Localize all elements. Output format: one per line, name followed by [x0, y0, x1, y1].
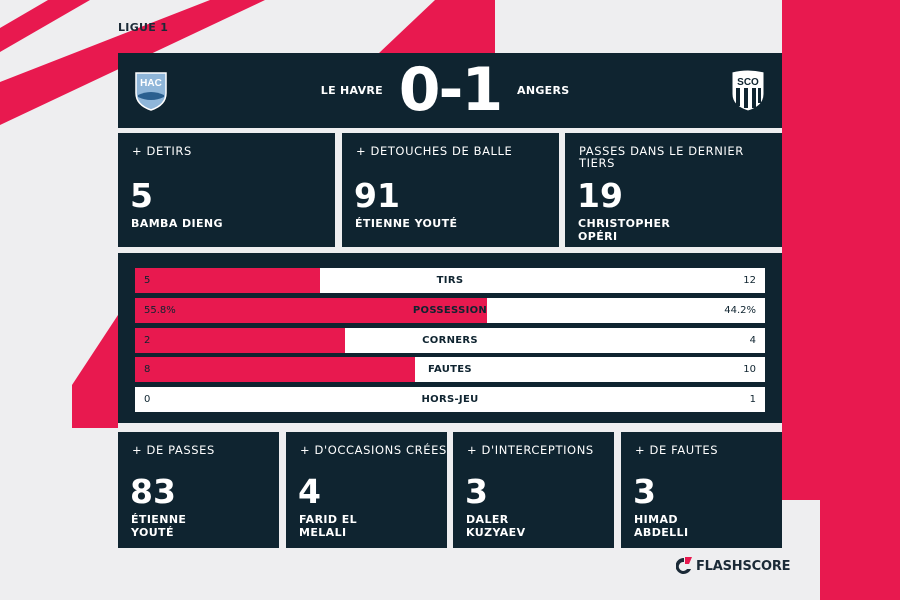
home-value: 8 [144, 364, 151, 375]
bottom-stat-card: + DE PASSES 83 ÉTIENNE YOUTÉ [118, 432, 279, 548]
away-team-name: ANGERS [517, 84, 570, 97]
stat-bar-row: 5 TIRS 12 [135, 268, 765, 293]
card-value: 5 [130, 176, 153, 215]
bottom-stat-card: + D'INTERCEPTIONS 3 DALER KUZYAEV [453, 432, 614, 548]
home-team-name: LE HAVRE [320, 84, 383, 97]
card-title: + DETOUCHES DE BALLE [356, 144, 513, 158]
home-value: 2 [144, 335, 151, 346]
top-stat-card: + DETIRS 5 BAMBA DIENG [118, 133, 335, 247]
away-value: 4 [749, 335, 756, 346]
card-player: FARID EL MELALI [299, 513, 358, 539]
angers-crest-icon: SCO [731, 69, 765, 112]
card-value: 83 [130, 472, 176, 511]
card-value: 4 [298, 472, 321, 511]
card-value: 3 [633, 472, 656, 511]
card-title: PASSES DANS LE DERNIER TIERS [579, 144, 744, 170]
stat-label: TIRS [436, 275, 464, 286]
card-value: 19 [577, 176, 623, 215]
stat-bar-row: 55.8% POSSESSION 44.2% [135, 298, 765, 323]
stat-label: CORNERS [422, 335, 478, 346]
card-value: 91 [354, 176, 400, 215]
league-label: LIGUE 1 [118, 21, 169, 34]
stat-label: HORS-JEU [421, 394, 479, 405]
home-value: 0 [144, 394, 151, 405]
flashscore-icon [676, 557, 692, 574]
home-bar-fill [135, 298, 487, 323]
home-value: 55.8% [144, 305, 176, 316]
away-value: 12 [743, 275, 756, 286]
stat-bar-row: 2 CORNERS 4 [135, 328, 765, 353]
scoreboard [118, 53, 782, 128]
card-player: CHRISTOPHER OPÉRI [578, 217, 671, 243]
stat-bar-row: 8 FAUTES 10 [135, 357, 765, 382]
angers-crest-text: SCO [737, 77, 759, 88]
match-score: 0-1 [398, 55, 503, 125]
top-stat-card: PASSES DANS LE DERNIER TIERS 19 CHRISTOP… [565, 133, 782, 247]
card-title: + DE PASSES [132, 443, 215, 457]
card-title: + D'OCCASIONS CRÉES [300, 443, 447, 457]
card-player: HIMAD ABDELLI [634, 513, 689, 539]
flashscore-logo: FLASHSCORE [676, 556, 791, 576]
le-havre-crest-icon: HAC [135, 72, 167, 111]
stat-label: POSSESSION [412, 305, 488, 316]
card-player: ÉTIENNE YOUTÉ [131, 513, 187, 539]
home-bar-fill [135, 268, 321, 293]
card-player: BAMBA DIENG [131, 217, 223, 230]
brand-name: FLASHSCORE [696, 558, 791, 574]
bottom-stat-card: + DE FAUTES 3 HIMAD ABDELLI [621, 432, 782, 548]
home-bar-fill [135, 328, 345, 353]
away-value: 44.2% [724, 305, 756, 316]
bottom-stat-card: + D'OCCASIONS CRÉES 4 FARID EL MELALI [286, 432, 447, 548]
card-player: ÉTIENNE YOUTÉ [355, 217, 458, 230]
top-stat-card: + DETOUCHES DE BALLE 91 ÉTIENNE YOUTÉ [342, 133, 559, 247]
card-player: DALER KUZYAEV [466, 513, 526, 539]
card-title: + D'INTERCEPTIONS [467, 443, 594, 457]
card-title: + DETIRS [132, 144, 192, 158]
card-value: 3 [465, 472, 488, 511]
stats-comparison-panel: 5 TIRS 12 55.8% POSSESSION 44.2% 2 CORNE… [118, 253, 782, 423]
stat-bar-row: 0 HORS-JEU 1 [135, 387, 765, 412]
away-value: 10 [743, 364, 756, 375]
home-bar-fill [135, 357, 415, 382]
le-havre-crest-text: HAC [140, 78, 162, 89]
stat-label: FAUTES [428, 364, 472, 375]
home-value: 5 [144, 275, 151, 286]
away-value: 1 [749, 394, 756, 405]
card-title: + DE FAUTES [635, 443, 719, 457]
